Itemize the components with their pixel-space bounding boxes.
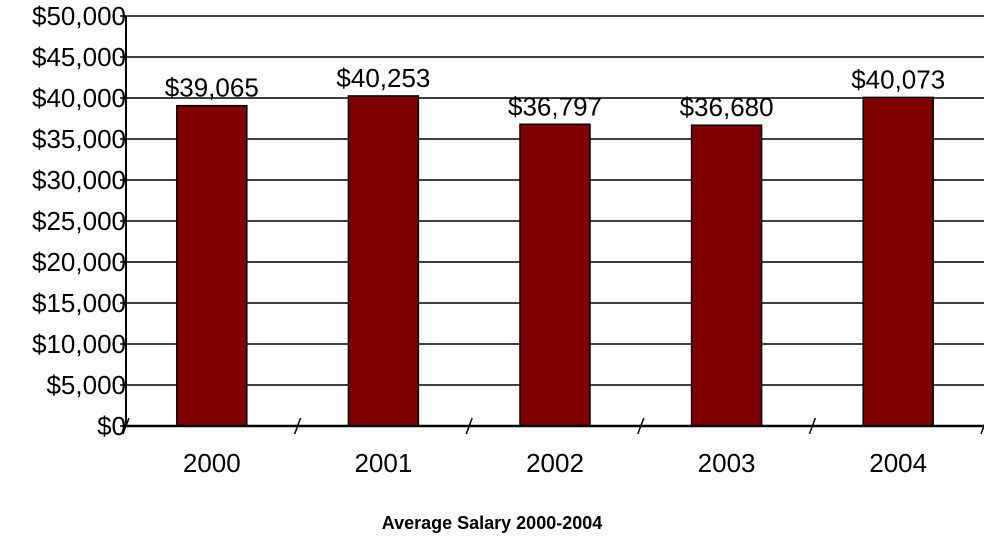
data-label: $36,797 xyxy=(508,91,602,121)
x-tick-mark xyxy=(808,417,817,435)
y-tick-label: $5,000 xyxy=(46,370,126,400)
bar xyxy=(176,104,248,427)
y-tick-label: $25,000 xyxy=(32,206,126,236)
y-tick-label: $40,000 xyxy=(32,83,126,113)
bars xyxy=(176,95,934,427)
axes xyxy=(120,15,984,435)
y-tick-label: $10,000 xyxy=(32,329,126,359)
y-tick-label: $35,000 xyxy=(32,124,126,154)
x-tick-label: 2002 xyxy=(526,448,584,478)
y-tick-label: $30,000 xyxy=(32,165,126,195)
y-tick-label: $45,000 xyxy=(32,42,126,72)
data-label: $39,065 xyxy=(165,73,259,103)
x-tick-mark xyxy=(465,417,473,435)
y-tick-label: $15,000 xyxy=(32,288,126,318)
x-tick-label: 2004 xyxy=(869,448,927,478)
x-tick-label: 2003 xyxy=(698,448,756,478)
x-tick-mark xyxy=(293,417,302,435)
chart-title: Average Salary 2000-2004 xyxy=(382,513,603,533)
y-tick-labels: $0 $5,000 $10,000 $15,000 $20,000 $25,000 $30,… xyxy=(32,1,126,441)
bar xyxy=(347,95,420,427)
x-tick-mark xyxy=(637,417,645,435)
data-label: $36,680 xyxy=(680,92,774,122)
y-tick-label: $0 xyxy=(97,411,126,441)
bar xyxy=(690,124,763,427)
y-tick-label: $20,000 xyxy=(32,247,126,277)
data-label: $40,073 xyxy=(851,64,945,94)
y-tick-label: $50,000 xyxy=(32,1,126,31)
x-tick-label: 2000 xyxy=(183,448,241,478)
x-tick-mark xyxy=(980,423,984,435)
bar xyxy=(862,96,934,427)
x-tick-mark xyxy=(122,417,130,435)
bar xyxy=(519,123,591,427)
data-label: $40,253 xyxy=(336,63,430,93)
x-tick-label: 2001 xyxy=(354,448,412,478)
x-tick-labels: 2000 2001 2002 2003 2004 xyxy=(183,448,927,478)
data-labels: $39,065 $40,253 $36,797 $36,680 $40,073 xyxy=(165,63,945,122)
